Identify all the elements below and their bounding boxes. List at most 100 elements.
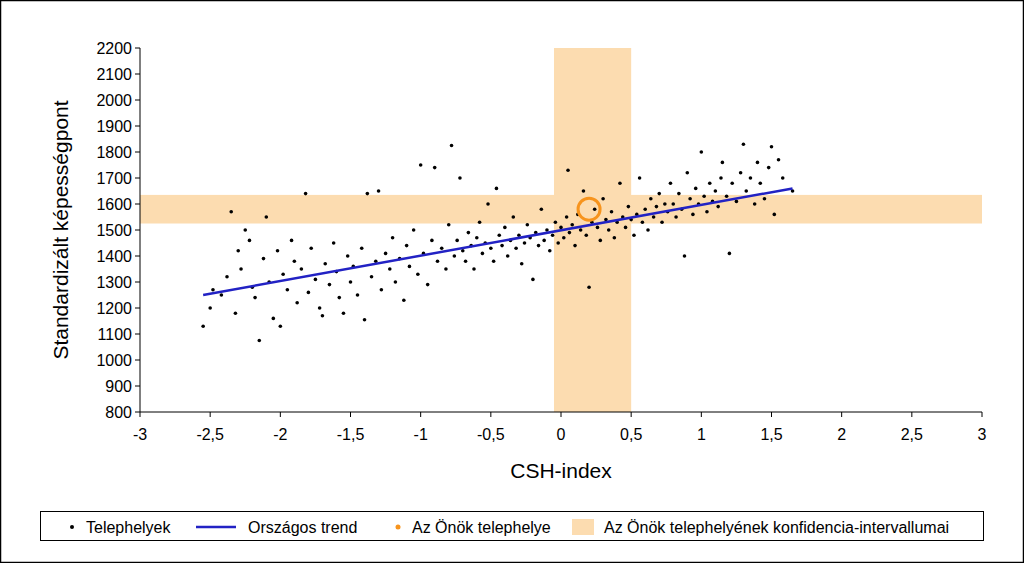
chart: 8009001000110012001300140015001600170018… bbox=[0, 0, 1024, 563]
point bbox=[314, 278, 318, 282]
point bbox=[492, 259, 496, 263]
point bbox=[540, 207, 544, 211]
y-tick-label: 1300 bbox=[96, 274, 132, 291]
point bbox=[686, 171, 690, 175]
legend-box bbox=[41, 512, 984, 541]
point bbox=[568, 231, 572, 235]
point bbox=[307, 291, 311, 295]
point bbox=[652, 215, 656, 219]
point bbox=[556, 241, 560, 245]
point bbox=[304, 192, 308, 196]
point bbox=[281, 272, 285, 276]
point bbox=[500, 244, 504, 248]
point bbox=[486, 202, 490, 206]
y-tick bbox=[135, 256, 140, 257]
point bbox=[660, 220, 664, 224]
point bbox=[346, 254, 350, 258]
point bbox=[702, 194, 706, 198]
point bbox=[262, 257, 266, 261]
point bbox=[309, 246, 313, 250]
point bbox=[514, 246, 518, 250]
point bbox=[719, 176, 723, 180]
y-tick-label: 1400 bbox=[96, 248, 132, 265]
x-tick bbox=[280, 412, 281, 417]
x-tick bbox=[210, 412, 211, 417]
point bbox=[579, 228, 583, 232]
point bbox=[328, 283, 332, 287]
point bbox=[419, 163, 423, 167]
axes: 8009001000110012001300140015001600170018… bbox=[96, 40, 986, 444]
y-tick bbox=[135, 74, 140, 75]
point bbox=[257, 339, 261, 343]
point bbox=[669, 181, 673, 185]
outer-frame bbox=[1, 1, 1024, 563]
point bbox=[638, 176, 642, 180]
y-axis-title: Standardizált képességpont bbox=[49, 100, 72, 359]
point bbox=[489, 246, 493, 250]
point bbox=[481, 252, 485, 256]
point bbox=[272, 317, 276, 321]
x-tick bbox=[350, 412, 351, 417]
legend-swatch bbox=[70, 525, 74, 529]
legend-label: Az Önök telephelye bbox=[412, 519, 551, 536]
point bbox=[691, 213, 695, 217]
point bbox=[248, 239, 252, 243]
point bbox=[360, 246, 364, 250]
point bbox=[503, 226, 507, 230]
x-tick bbox=[561, 412, 562, 417]
point bbox=[777, 158, 781, 162]
point bbox=[450, 144, 454, 148]
plot-area bbox=[140, 48, 982, 412]
point bbox=[781, 176, 785, 180]
point bbox=[657, 192, 661, 196]
y-tick bbox=[135, 360, 140, 361]
point bbox=[613, 236, 617, 240]
own-site bbox=[578, 198, 600, 220]
point bbox=[587, 285, 591, 289]
point bbox=[570, 223, 574, 227]
point bbox=[286, 288, 290, 292]
legend-swatch bbox=[196, 526, 236, 529]
point bbox=[627, 205, 631, 209]
point bbox=[758, 181, 762, 185]
x-tick-label: -2 bbox=[273, 426, 287, 443]
x-tick bbox=[701, 412, 702, 417]
x-tick bbox=[982, 412, 983, 417]
legend-label: Országos trend bbox=[248, 519, 357, 536]
point bbox=[464, 259, 468, 263]
point bbox=[478, 220, 482, 224]
legend-label: Az Önök telephelyének konfidencia-interv… bbox=[604, 519, 949, 536]
point bbox=[321, 314, 325, 318]
point bbox=[756, 161, 760, 165]
x-tick bbox=[631, 412, 632, 417]
point bbox=[663, 202, 667, 206]
point bbox=[566, 168, 570, 172]
point bbox=[598, 239, 602, 243]
x-tick-label: 0 bbox=[557, 426, 566, 443]
point bbox=[506, 254, 510, 258]
point bbox=[497, 233, 501, 237]
y-tick-label: 800 bbox=[105, 404, 132, 421]
point bbox=[694, 187, 698, 191]
point bbox=[349, 280, 353, 284]
y-tick bbox=[135, 230, 140, 231]
point bbox=[394, 280, 398, 284]
x-tick-label: -3 bbox=[133, 426, 147, 443]
point bbox=[542, 239, 546, 243]
point bbox=[770, 145, 774, 149]
y-tick bbox=[135, 334, 140, 335]
point bbox=[467, 231, 471, 235]
point bbox=[742, 142, 746, 146]
point bbox=[632, 233, 636, 237]
point bbox=[208, 306, 212, 310]
y-tick bbox=[135, 48, 140, 49]
y-tick-label: 2100 bbox=[96, 66, 132, 83]
x-tick bbox=[140, 412, 141, 417]
point bbox=[412, 228, 416, 232]
point bbox=[624, 226, 628, 230]
point bbox=[447, 223, 451, 227]
x-tick-label: 1 bbox=[697, 426, 706, 443]
point bbox=[618, 181, 622, 185]
point bbox=[436, 259, 440, 263]
x-tick-label: 1,5 bbox=[760, 426, 782, 443]
